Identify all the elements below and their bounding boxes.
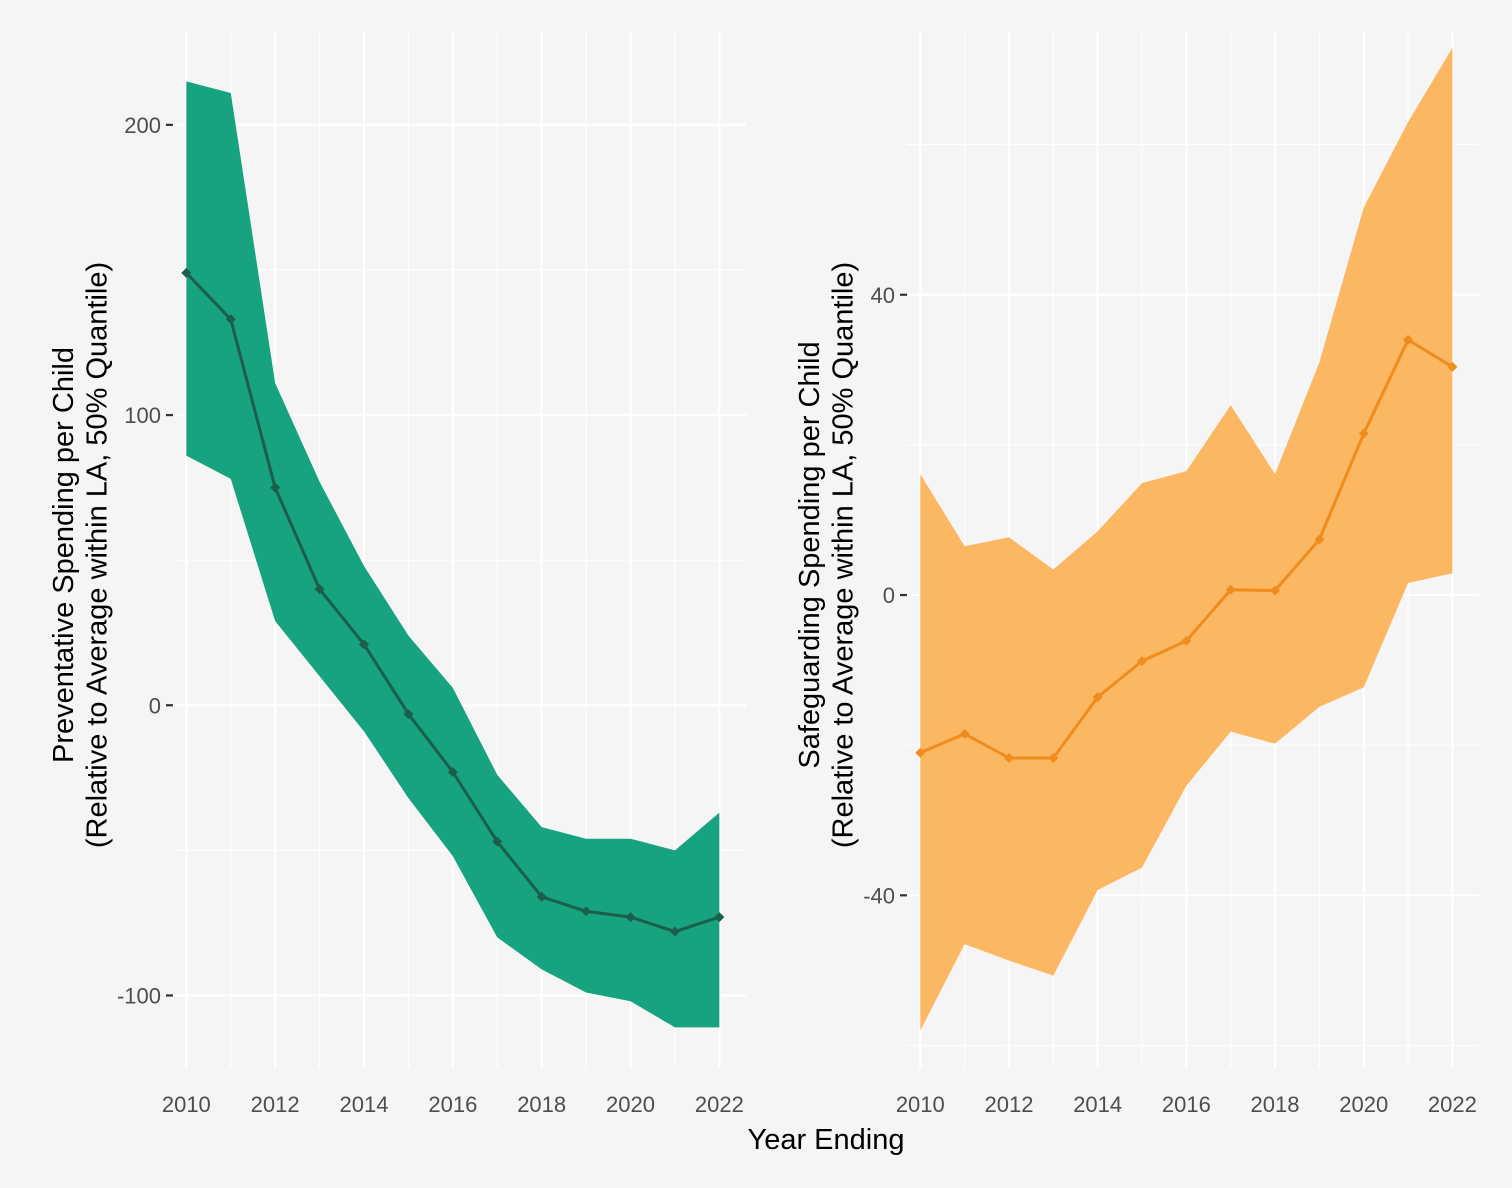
data-point xyxy=(359,639,369,650)
preventative-panel: 200 100 0 -100 2010 2012 2014 2016 2018 2020 2022 P… xyxy=(48,32,746,1117)
x-tick-label: 2014 xyxy=(340,1092,389,1117)
y-axis-title: Safeguarding Spending per Child(Relative… xyxy=(794,262,859,848)
x-tick-label: 2010 xyxy=(896,1092,945,1117)
safeguarding-panel: 40 0 -40 2010 2012 2014 2016 2018 2020 2022 Safegu… xyxy=(794,32,1479,1117)
x-tick-label: 2022 xyxy=(695,1092,744,1117)
data-point xyxy=(1092,692,1103,703)
data-point xyxy=(492,836,503,847)
data-point xyxy=(1314,534,1325,545)
data-point xyxy=(1181,635,1192,646)
data-point xyxy=(225,314,236,325)
x-axis-title: Year Ending xyxy=(748,1124,905,1156)
y-axis-title-line2: (Relative to Average within LA, 50% Quan… xyxy=(827,262,859,848)
x-tick-label: 2010 xyxy=(162,1092,211,1117)
data-point xyxy=(714,912,725,923)
data-point xyxy=(1270,585,1281,596)
y-axis-title-line1: Preventative Spending per Child xyxy=(48,347,80,763)
y-tick-label: -40 xyxy=(863,883,895,908)
data-point xyxy=(403,708,414,719)
y-tick-label: -100 xyxy=(117,983,161,1008)
data-point xyxy=(447,767,458,777)
y-axis-title: Preventative Spending per Child(Relative… xyxy=(48,262,113,848)
data-point xyxy=(181,267,192,278)
x-tick-label: 2022 xyxy=(1428,1092,1477,1117)
y-tick-label: 200 xyxy=(124,113,161,138)
data-point xyxy=(581,906,592,917)
data-point xyxy=(1447,361,1458,372)
data-point xyxy=(270,482,281,493)
y-tick-label: 0 xyxy=(883,583,895,608)
quantile-ribbon xyxy=(186,81,720,1028)
x-tick-label: 2018 xyxy=(1251,1092,1300,1117)
x-tick-label: 2014 xyxy=(1073,1092,1122,1117)
data-point xyxy=(1003,752,1014,763)
data-point xyxy=(1048,752,1059,763)
x-tick-label: 2020 xyxy=(1339,1092,1388,1117)
data-point xyxy=(1358,428,1369,439)
x-tick-label: 2018 xyxy=(517,1092,566,1117)
y-axis-title-line2: (Relative to Average within LA, 50% Quan… xyxy=(81,262,113,848)
y-tick-label: 0 xyxy=(149,693,161,718)
data-point xyxy=(314,584,325,595)
data-point xyxy=(959,728,970,739)
data-point xyxy=(669,926,680,937)
x-tick-label: 2012 xyxy=(251,1092,300,1117)
data-point xyxy=(1225,584,1236,595)
data-point xyxy=(536,891,547,902)
data-point xyxy=(625,912,636,923)
y-tick-label: 100 xyxy=(124,403,161,428)
y-tick-label: 40 xyxy=(871,283,895,308)
x-tick-label: 2016 xyxy=(1162,1092,1211,1117)
x-tick-label: 2020 xyxy=(606,1092,655,1117)
y-axis-title-line1: Safeguarding Spending per Child xyxy=(794,341,826,768)
data-point xyxy=(1137,656,1148,667)
data-point xyxy=(915,747,926,758)
x-tick-label: 2016 xyxy=(428,1092,477,1117)
data-point xyxy=(1403,334,1414,345)
quantile-ribbon xyxy=(920,47,1453,1031)
x-tick-label: 2012 xyxy=(985,1092,1034,1117)
